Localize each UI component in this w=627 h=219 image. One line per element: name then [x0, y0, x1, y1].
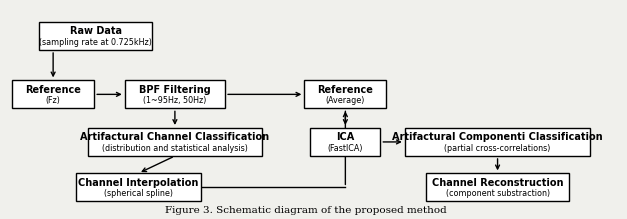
FancyBboxPatch shape	[76, 173, 201, 201]
FancyBboxPatch shape	[40, 22, 152, 50]
FancyBboxPatch shape	[404, 128, 591, 156]
FancyBboxPatch shape	[125, 80, 225, 108]
Text: (partial cross-correlations): (partial cross-correlations)	[445, 144, 551, 153]
Text: Reference: Reference	[317, 85, 373, 95]
Text: Artifactural Componenti Classification: Artifactural Componenti Classification	[393, 132, 603, 142]
FancyBboxPatch shape	[12, 80, 94, 108]
Text: (component substraction): (component substraction)	[446, 189, 550, 198]
Text: BPF Filtering: BPF Filtering	[139, 85, 211, 95]
Text: Raw Data: Raw Data	[70, 26, 122, 36]
Text: (1~95Hz, 50Hz): (1~95Hz, 50Hz)	[143, 96, 206, 105]
Text: Artifactural Channel Classification: Artifactural Channel Classification	[80, 132, 270, 142]
Text: Figure 3. Schematic diagram of the proposed method: Figure 3. Schematic diagram of the propo…	[165, 207, 446, 215]
Text: (sampling rate at 0.725kHz): (sampling rate at 0.725kHz)	[40, 38, 152, 47]
Text: (FastICA): (FastICA)	[328, 144, 363, 153]
Text: Reference: Reference	[25, 85, 81, 95]
Text: Channel Interpolation: Channel Interpolation	[78, 178, 199, 188]
FancyBboxPatch shape	[426, 173, 569, 201]
FancyBboxPatch shape	[310, 128, 381, 156]
FancyBboxPatch shape	[304, 80, 386, 108]
Text: (Fz): (Fz)	[46, 96, 61, 105]
FancyBboxPatch shape	[88, 128, 261, 156]
Text: Channel Reconstruction: Channel Reconstruction	[432, 178, 563, 188]
Text: (spherical spline): (spherical spline)	[104, 189, 173, 198]
Text: (distribution and statistical analysis): (distribution and statistical analysis)	[102, 144, 248, 153]
Text: (Average): (Average)	[325, 96, 365, 105]
Text: ICA: ICA	[336, 132, 354, 142]
